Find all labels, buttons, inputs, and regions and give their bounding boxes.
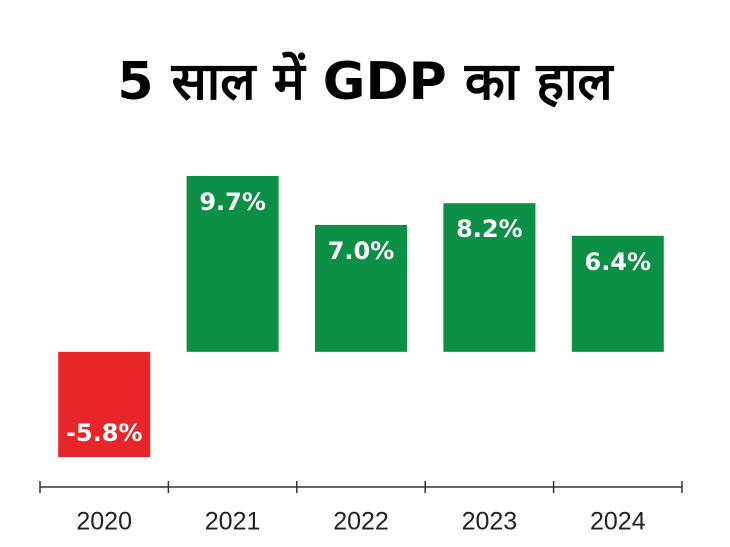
bar [58,351,151,457]
chart-title: 5 साल में GDP का हाल [117,51,614,112]
bar [315,224,407,352]
bar [443,203,536,352]
value-label: 6.4% [585,248,652,276]
value-label: 9.7% [199,188,266,216]
value-label: -5.8% [66,419,143,447]
bar [571,235,664,352]
x-tick-label: 2024 [590,508,646,536]
x-tick-label: 2023 [462,508,518,536]
value-label: 7.0% [328,237,395,265]
bar [186,176,279,352]
value-label: 8.2% [456,215,523,243]
x-tick-label: 2022 [333,508,389,536]
x-tick-label: 2020 [76,508,132,536]
x-tick-label: 2021 [205,508,261,536]
